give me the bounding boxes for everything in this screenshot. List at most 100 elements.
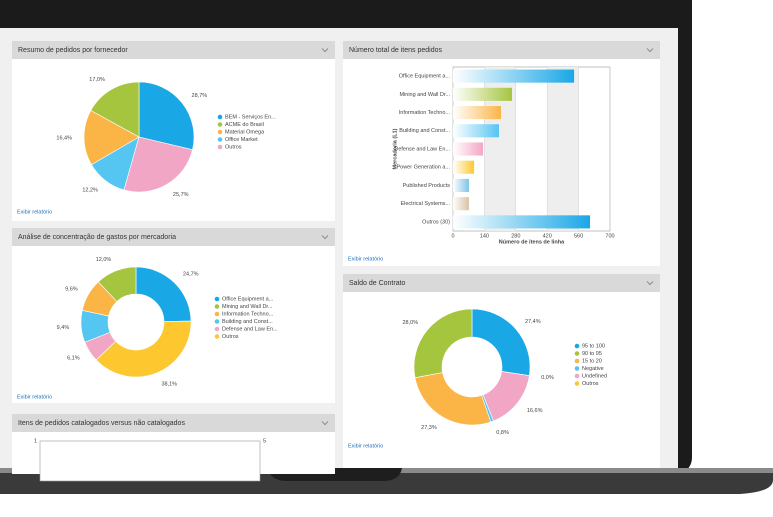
x-tick-label: 140 (480, 233, 489, 239)
slice-label: 9,6% (65, 287, 78, 293)
legend-label: Negative (582, 366, 604, 372)
slice-label: 28,0% (402, 320, 418, 326)
slice-label: 16,4% (56, 135, 72, 141)
bar (453, 105, 501, 120)
y-tick-label: 1 (34, 438, 37, 444)
legend-swatch (214, 319, 220, 324)
report-link[interactable]: Exibir relatório (17, 394, 52, 400)
legend-label: Outros (582, 381, 599, 387)
legend-label: 90 to 95 (582, 351, 602, 357)
y-tick-label: Office Equipment a... (399, 74, 451, 80)
slice-label: 0,0% (541, 375, 554, 381)
y-tick-label: Information Techno... (399, 110, 451, 116)
slice-label: 12,2% (82, 187, 98, 193)
bar (453, 197, 469, 211)
legend-label: Outros (222, 334, 239, 340)
report-link[interactable]: Exibir relatório (348, 256, 383, 262)
legend-label: Outros (225, 144, 242, 150)
y2-tick-label: 5 (263, 438, 266, 444)
bar (453, 178, 469, 193)
slice (97, 266, 137, 303)
slice (95, 320, 192, 378)
slice-label: 27,3% (421, 425, 437, 431)
y-tick-label: Electrical Systems... (400, 201, 450, 207)
slice-label: 25,7% (173, 192, 189, 198)
y-tick-label: Defense and Law En... (394, 146, 450, 152)
y-tick-label: Mining and Wall Dr... (399, 92, 450, 98)
report-link[interactable]: Exibir relatório (348, 443, 383, 449)
legend-swatch (214, 326, 220, 332)
panel-header (12, 41, 335, 59)
x-tick-label: 280 (511, 233, 520, 239)
slice-label: 28,7% (192, 93, 208, 99)
legend-swatch (574, 351, 580, 356)
slice (123, 136, 193, 193)
slice-label: 38,1% (161, 381, 177, 387)
bar (453, 69, 575, 83)
panel-header (12, 414, 335, 432)
legend-label: Information Techno... (222, 311, 274, 317)
legend-label: Material Omega (225, 129, 265, 135)
legend-label: 95 to 100 (582, 343, 605, 349)
bar (453, 215, 591, 229)
collapse-chevron (321, 48, 329, 53)
slice-label: 12,0% (96, 257, 112, 263)
legend-label: Office Equipment a... (222, 296, 274, 302)
legend-label: BEM - Serviços En... (225, 114, 276, 120)
panel-header (12, 228, 335, 246)
collapse-chevron (321, 421, 329, 426)
slice (81, 281, 118, 317)
legend-swatch (217, 114, 223, 120)
legend-swatch (217, 122, 223, 127)
plot-area (39, 440, 261, 482)
y-tick-label: Power Generation a... (396, 165, 450, 171)
slice-label: 17,0% (89, 77, 105, 83)
collapse-chevron (646, 281, 654, 286)
report-link[interactable]: Exibir relatório (17, 209, 52, 215)
bar (453, 142, 484, 156)
slice-label: 24,7% (183, 272, 199, 278)
legend-swatch (214, 311, 220, 317)
panel-title: Resumo de pedidos por fornecedor (18, 47, 128, 54)
legend-swatch (214, 334, 220, 339)
legend-swatch (217, 137, 223, 142)
legend-label: Office Market (225, 137, 258, 143)
x-tick-label: 700 (605, 233, 614, 239)
slice (83, 110, 140, 166)
legend-swatch (574, 381, 580, 386)
legend-swatch (574, 373, 580, 379)
y-tick-label: Building and Const... (399, 128, 450, 134)
legend-label: Undefined (582, 373, 607, 379)
legend-label: Defense and Law En... (222, 326, 278, 332)
panel-title: Itens de pedidos catalogados versus não … (18, 420, 185, 427)
legend-swatch (217, 129, 223, 135)
slice-label: 9,4% (57, 325, 70, 331)
slice (90, 81, 140, 138)
slice (482, 371, 530, 422)
legend-swatch (214, 296, 220, 302)
x-tick-label: 420 (543, 233, 552, 239)
legend-label: ACME do Brasil (225, 122, 264, 128)
legend-swatch (574, 366, 580, 371)
grid-band (547, 67, 579, 231)
collapse-chevron (321, 235, 329, 240)
slice-label: 16,6% (527, 408, 543, 414)
slice (413, 308, 473, 379)
y-tick-label: Outros (30) (422, 219, 450, 225)
bar (453, 160, 475, 174)
y-axis-label: Mercadoria (L1) (392, 128, 398, 169)
collapse-chevron (646, 48, 654, 53)
x-tick-label: 0 (451, 233, 454, 239)
bar (453, 87, 512, 101)
slice (84, 331, 117, 361)
y-tick-label: Published Products (403, 183, 451, 189)
slice (414, 372, 492, 426)
slice-label: 27,4% (525, 319, 541, 325)
legend-label: 15 to 20 (582, 358, 602, 364)
legend-label: Mining and Wall Dr... (222, 304, 273, 310)
panel-title: Análise de concentração de gastos por me… (18, 234, 176, 241)
x-tick-label: 560 (574, 233, 583, 239)
panel-title: Número total de itens pedidos (349, 47, 442, 54)
panel-header (343, 41, 660, 59)
panel-title: Saldo de Contrato (349, 280, 406, 287)
